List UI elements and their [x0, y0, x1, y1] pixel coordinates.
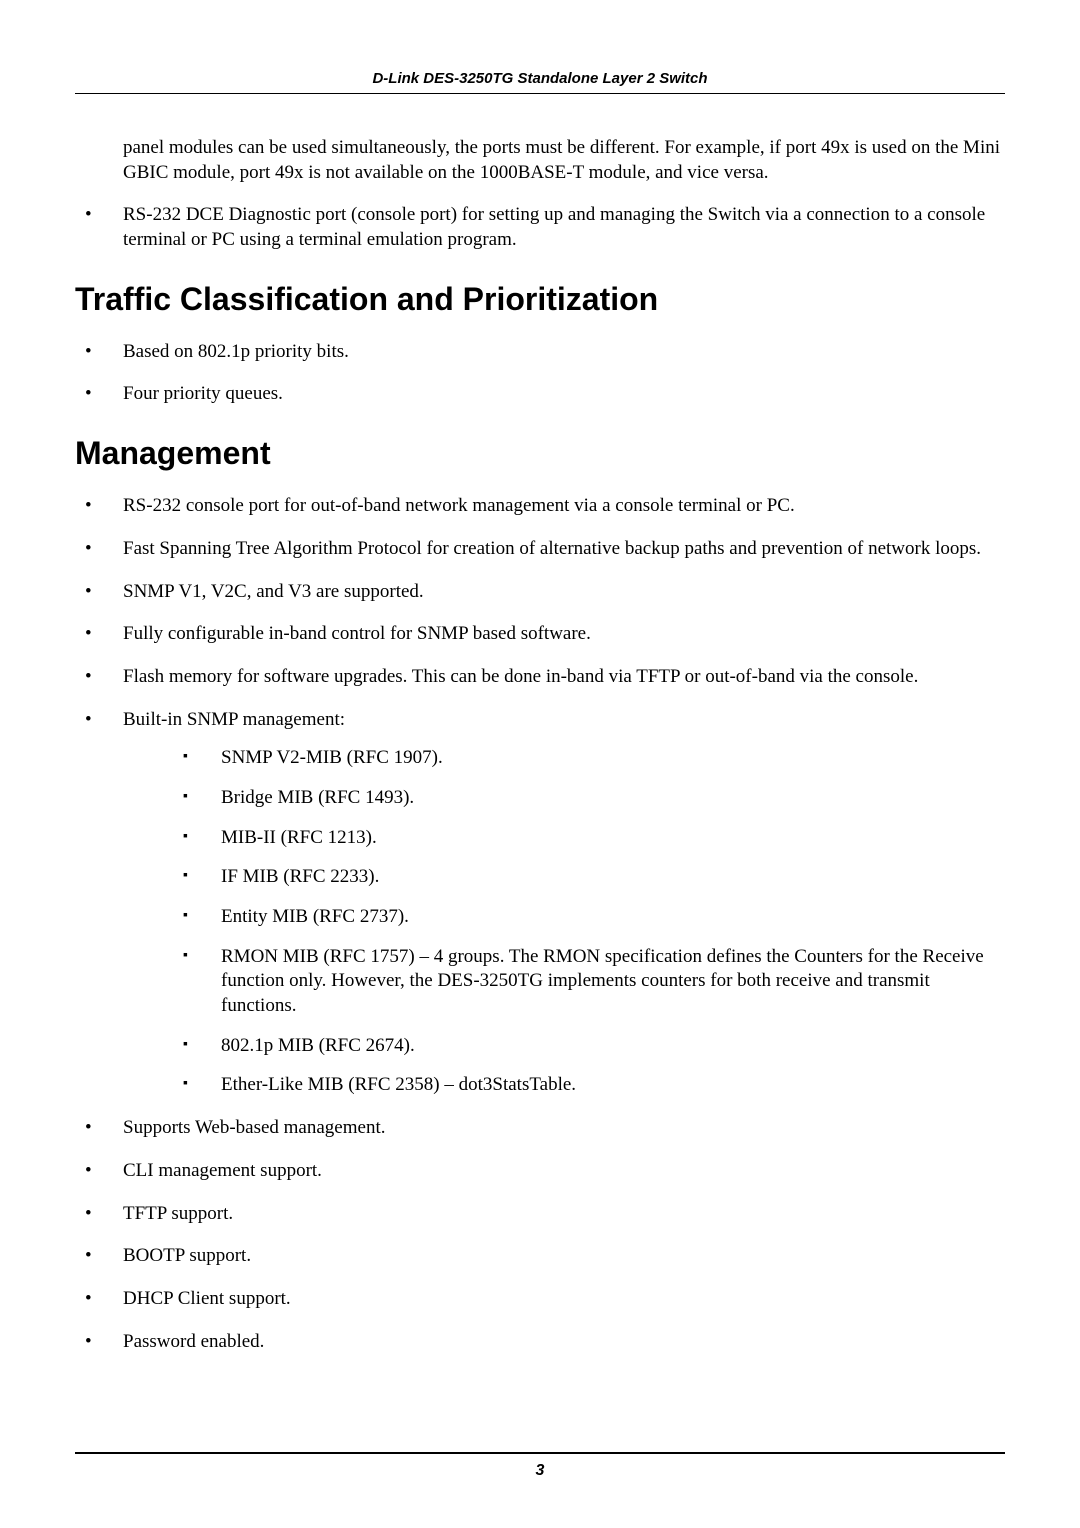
page-header-title: D-Link DES-3250TG Standalone Layer 2 Swi…	[75, 70, 1005, 94]
section-heading-traffic: Traffic Classification and Prioritizatio…	[75, 281, 1005, 318]
management-item: CLI management support.	[75, 1159, 1005, 1184]
section-heading-management: Management	[75, 435, 1005, 472]
management-item: Flash memory for software upgrades. This…	[75, 665, 1005, 690]
management-item: Built-in SNMP management: SNMP V2-MIB (R…	[75, 708, 1005, 1099]
management-item: DHCP Client support.	[75, 1287, 1005, 1312]
management-sub-item: Bridge MIB (RFC 1493).	[123, 786, 1005, 811]
management-item: Fully configurable in-band control for S…	[75, 622, 1005, 647]
page-footer: 3	[75, 1452, 1005, 1480]
intro-continuation-text: panel modules can be used simultaneously…	[75, 136, 1005, 185]
management-sub-item: SNMP V2-MIB (RFC 1907).	[123, 746, 1005, 771]
management-sub-item: RMON MIB (RFC 1757) – 4 groups. The RMON…	[123, 945, 1005, 1019]
intro-bullet-list: RS-232 DCE Diagnostic port (console port…	[75, 203, 1005, 252]
management-item: TFTP support.	[75, 1202, 1005, 1227]
management-item: Supports Web-based management.	[75, 1116, 1005, 1141]
traffic-item: Four priority queues.	[75, 382, 1005, 407]
management-item: Fast Spanning Tree Algorithm Protocol fo…	[75, 537, 1005, 562]
management-item: SNMP V1, V2C, and V3 are supported.	[75, 580, 1005, 605]
page-container: D-Link DES-3250TG Standalone Layer 2 Swi…	[0, 0, 1080, 1528]
management-item: Password enabled.	[75, 1330, 1005, 1355]
management-sub-item: MIB-II (RFC 1213).	[123, 826, 1005, 851]
management-item: BOOTP support.	[75, 1244, 1005, 1269]
management-list: RS-232 console port for out-of-band netw…	[75, 494, 1005, 1354]
traffic-list: Based on 802.1p priority bits. Four prio…	[75, 340, 1005, 407]
management-item: RS-232 console port for out-of-band netw…	[75, 494, 1005, 519]
management-sub-item: IF MIB (RFC 2233).	[123, 865, 1005, 890]
management-sub-item: Entity MIB (RFC 2737).	[123, 905, 1005, 930]
management-sublist: SNMP V2-MIB (RFC 1907). Bridge MIB (RFC …	[123, 746, 1005, 1098]
page-number: 3	[536, 1462, 545, 1479]
management-item-text: Built-in SNMP management:	[123, 709, 345, 730]
intro-bullet-item: RS-232 DCE Diagnostic port (console port…	[75, 203, 1005, 252]
management-sub-item: 802.1p MIB (RFC 2674).	[123, 1034, 1005, 1059]
traffic-item: Based on 802.1p priority bits.	[75, 340, 1005, 365]
management-sub-item: Ether-Like MIB (RFC 2358) – dot3StatsTab…	[123, 1073, 1005, 1098]
